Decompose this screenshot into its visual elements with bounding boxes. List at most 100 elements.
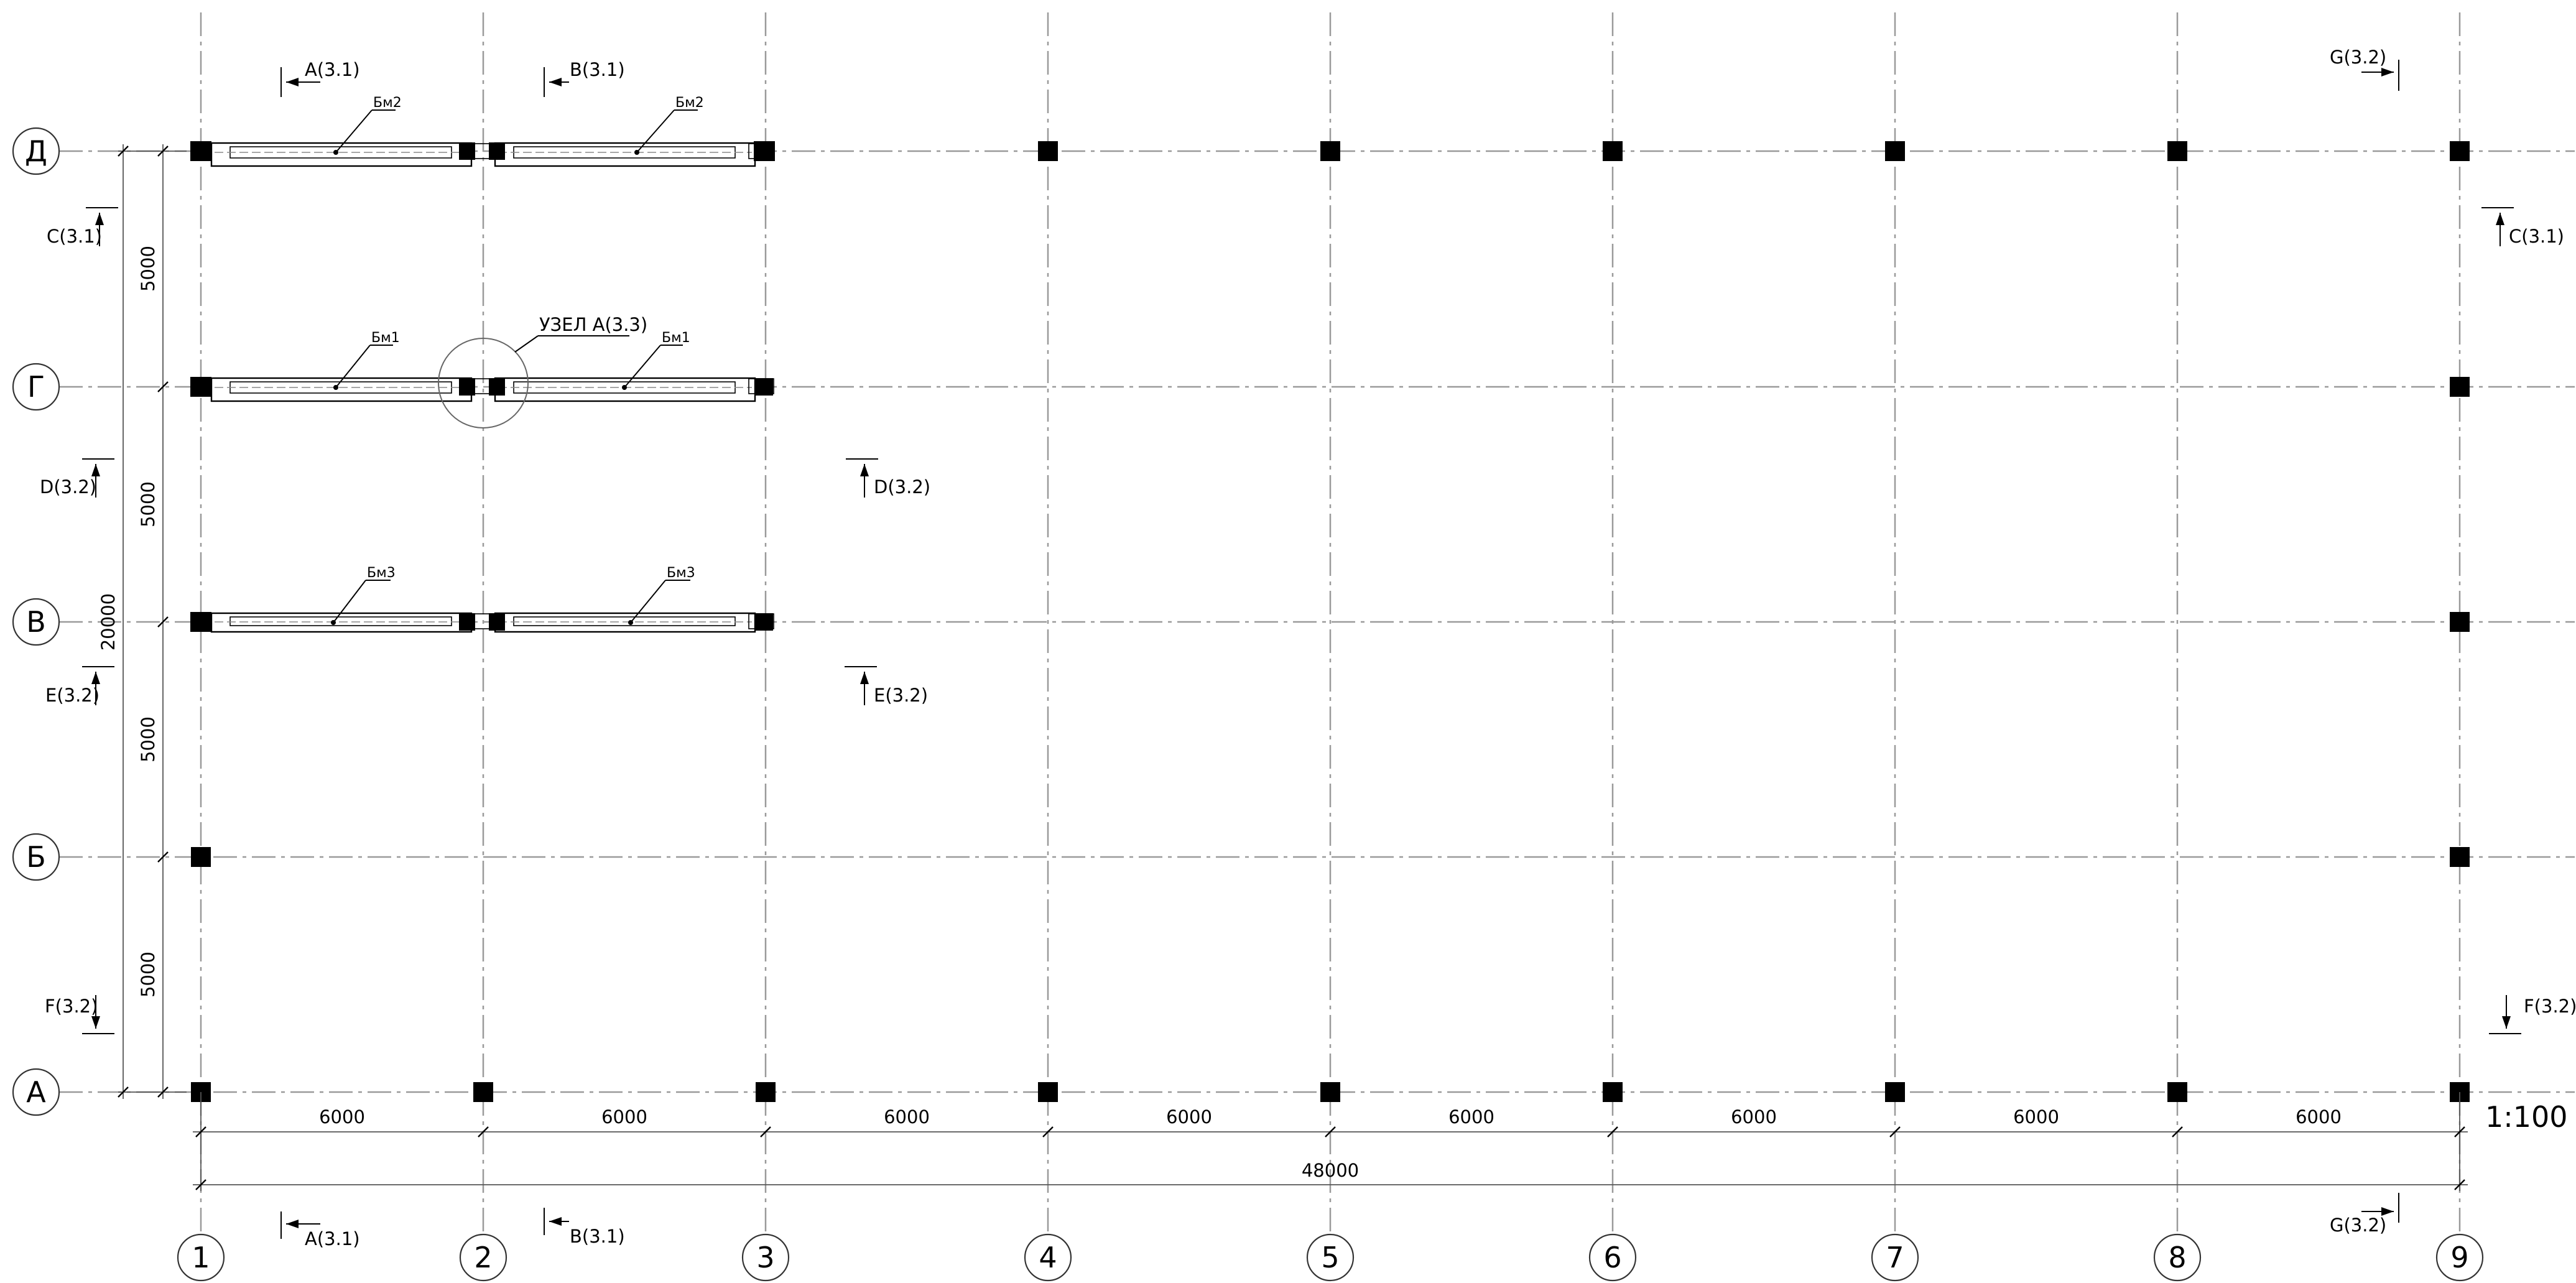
bubble-col-8-label: 8 [2168,1241,2186,1274]
section-c-right: C(3.1) [2481,207,2564,247]
beam-label-d-2: Бм2 [634,95,704,155]
section-c-left-label: C(3.1) [47,226,102,247]
bubble-row-a-label: А [26,1075,46,1109]
column-d-7 [1885,141,1905,161]
dim-span-3-4: 6000 [884,1106,930,1128]
section-e-mid-label: E(3.2) [874,685,928,706]
section-b-top-label: B(3.1) [570,59,625,80]
beam-label-g-1: Бм1 [333,330,400,390]
section-e-mid: E(3.2) [845,666,928,706]
scale-label: 1:100 [2485,1100,2568,1134]
beam-label-g-1-text: Бм1 [371,330,400,346]
dim-total-vertical: 20000 [98,593,119,651]
section-d-mid-label: D(3.2) [874,476,930,498]
section-markers: A(3.1) B(3.1) A(3.1) B(3.1) G(3. [40,47,2576,1249]
section-b-bottom-label: B(3.1) [570,1226,625,1247]
column-g-2a [459,378,475,396]
section-f-right-label: F(3.2) [2524,996,2576,1017]
beam-label-d-2-text: Бм2 [675,95,704,111]
bubble-row-b: Б [12,833,60,881]
bubble-col-2-label: 2 [474,1241,492,1274]
node-callout-label: УЗЕЛ А(3.3) [539,314,647,335]
bubble-col-9: 9 [2435,1233,2484,1282]
column-a-6 [1603,1082,1623,1102]
bubble-col-1: 1 [177,1233,225,1282]
bubble-col-8: 8 [2153,1233,2202,1282]
section-a-bottom-label: A(3.1) [305,1228,360,1249]
bubble-row-g: Г [12,363,60,411]
section-a-top-label: A(3.1) [305,59,360,80]
section-f-left-label: F(3.2) [45,996,98,1017]
beam-labels: Бм2 Бм2 Бм1 Бм1 Бм3 Бм3 [331,95,704,625]
section-c-left: C(3.1) [47,207,118,247]
beam-label-d-1-text: Бм2 [373,95,402,111]
column-bubbles: 1 2 3 4 5 6 7 8 9 [177,1233,2484,1282]
column-v-2b [489,613,505,631]
beam-g-2-3 [494,377,756,402]
column-a-7 [1885,1082,1905,1102]
column-a-2 [473,1082,493,1102]
beam-label-v-1-text: Бм3 [367,565,396,581]
section-f-left: F(3.2) [45,995,114,1034]
beam-d-2-3 [494,142,756,167]
beam-label-g-2: Бм1 [622,330,690,390]
column-a-4 [1038,1082,1058,1102]
bubble-col-2: 2 [459,1233,507,1282]
dim-span-2-3: 6000 [601,1106,647,1128]
dim-span-4-5: 6000 [1166,1106,1212,1128]
section-b-bottom: B(3.1) [544,1208,625,1247]
beam-v-2-3 [494,612,756,633]
section-d-mid: D(3.2) [846,458,930,498]
dim-span-b-a: 5000 [137,952,159,998]
section-c-right-label: C(3.1) [2509,226,2564,247]
beam-label-g-2-text: Бм1 [662,330,690,346]
bubble-col-4-label: 4 [1039,1241,1057,1274]
section-g-top-label: G(3.2) [2330,47,2386,68]
bubble-row-b-label: Б [26,840,46,874]
dim-span-8-9: 6000 [2296,1106,2342,1128]
section-d-left: D(3.2) [40,458,114,498]
bubble-col-5-label: 5 [1321,1241,1339,1274]
bubble-row-a: А [12,1068,60,1116]
section-a-top: A(3.1) [280,59,360,97]
column-d-1 [190,141,211,161]
column-v-2a [459,613,475,631]
beam-label-v-1: Бм3 [331,565,396,625]
vertical-dimensions: 5000 5000 5000 5000 20000 [98,144,187,1099]
section-g-top: G(3.2) [2330,47,2399,91]
dim-span-6-7: 6000 [1731,1106,1777,1128]
beam-v-1-2 [210,612,473,633]
bubble-col-5: 5 [1306,1233,1355,1282]
column-b-9 [2450,847,2470,867]
bubble-col-6-label: 6 [1603,1241,1621,1274]
columns [190,141,2470,1102]
column-a-3 [756,1082,776,1102]
column-g-2b [489,378,505,396]
column-b-1 [191,847,211,867]
node-callout: УЗЕЛ А(3.3) [438,314,647,428]
column-d-3 [754,141,775,161]
bubble-row-d: Д [12,127,60,175]
bubble-col-4: 4 [1024,1233,1072,1282]
section-a-bottom: A(3.1) [280,1211,360,1249]
section-e-left-label: E(3.2) [45,685,100,706]
bubble-col-9-label: 9 [2450,1241,2468,1274]
bubble-row-v: В [12,598,60,646]
column-d-2a [459,142,475,160]
dim-span-5-6: 6000 [1448,1106,1494,1128]
bubble-row-g-label: Г [27,370,45,404]
column-a-5 [1320,1082,1340,1102]
column-d-9 [2450,141,2470,161]
dim-span-g-v: 5000 [137,481,159,527]
column-d-5 [1320,141,1340,161]
column-d-8 [2167,141,2187,161]
column-g-9 [2450,377,2470,397]
horizontal-dimensions: 6000 6000 6000 6000 6000 6000 6000 6000 … [193,1092,2468,1191]
section-b-top: B(3.1) [544,59,625,97]
bubble-col-7: 7 [1871,1233,1919,1282]
column-g-3 [756,378,773,396]
column-a-8 [2167,1082,2187,1102]
beams [210,142,774,633]
beam-g-1-2 [210,377,473,402]
bubble-col-7-label: 7 [1886,1241,1904,1274]
